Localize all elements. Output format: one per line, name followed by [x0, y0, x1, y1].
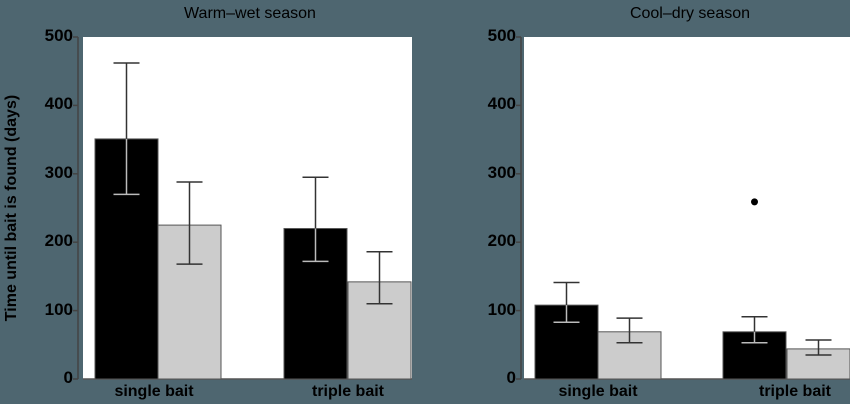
y-tick-label: 300 [44, 162, 73, 182]
y-tick-label: 0 [506, 368, 516, 387]
x-label-left-single: single bait [114, 383, 194, 400]
y-tick-label: 100 [487, 299, 516, 319]
left-panel-title: Warm–wet season [184, 5, 316, 22]
outlier-point [751, 198, 758, 206]
y-tick-label: 300 [487, 162, 516, 182]
y-tick-label: 200 [44, 231, 73, 251]
y-tick-label: 400 [487, 94, 516, 114]
x-label-left-triple: triple bait [311, 383, 384, 400]
y-tick-label: 400 [44, 94, 73, 114]
y-tick-label: 100 [44, 299, 73, 319]
x-label-right-triple: triple bait [758, 383, 831, 400]
x-label-right-single: single bait [558, 383, 638, 400]
y-tick-label: 0 [63, 368, 73, 387]
y-tick-label: 200 [487, 231, 516, 251]
y-tick-label: 500 [487, 26, 516, 45]
y-tick-label: 500 [44, 26, 73, 45]
right-panel-title: Cool–dry season [629, 5, 751, 22]
